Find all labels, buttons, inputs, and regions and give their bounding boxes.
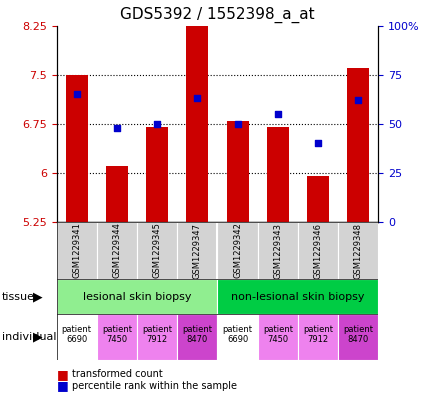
Bar bbox=[266, 127, 288, 222]
Bar bbox=[257, 314, 297, 360]
Bar bbox=[257, 222, 297, 279]
Text: patient
7450: patient 7450 bbox=[102, 325, 132, 344]
Text: patient
7912: patient 7912 bbox=[302, 325, 332, 344]
Text: patient
6690: patient 6690 bbox=[62, 325, 92, 344]
Text: GSM1229341: GSM1229341 bbox=[72, 222, 81, 279]
Text: tissue: tissue bbox=[2, 292, 35, 302]
Bar bbox=[105, 166, 128, 222]
Text: GSM1229342: GSM1229342 bbox=[233, 222, 242, 279]
Text: GSM1229348: GSM1229348 bbox=[353, 222, 362, 279]
Title: GDS5392 / 1552398_a_at: GDS5392 / 1552398_a_at bbox=[120, 7, 314, 23]
Bar bbox=[217, 279, 378, 314]
Point bbox=[194, 95, 201, 101]
Text: individual: individual bbox=[2, 332, 56, 342]
Bar bbox=[137, 222, 177, 279]
Point bbox=[354, 97, 361, 103]
Text: patient
8470: patient 8470 bbox=[342, 325, 372, 344]
Text: ▶: ▶ bbox=[33, 290, 42, 303]
Bar bbox=[137, 314, 177, 360]
Bar bbox=[146, 127, 168, 222]
Point bbox=[274, 111, 281, 117]
Text: transformed count: transformed count bbox=[72, 369, 162, 379]
Bar bbox=[217, 222, 257, 279]
Point bbox=[233, 121, 240, 127]
Bar bbox=[226, 121, 248, 222]
Text: GSM1229343: GSM1229343 bbox=[273, 222, 282, 279]
Bar bbox=[56, 279, 217, 314]
Bar bbox=[177, 314, 217, 360]
Point bbox=[314, 140, 321, 147]
Bar bbox=[66, 75, 88, 222]
Text: ■: ■ bbox=[56, 367, 68, 381]
Bar bbox=[56, 222, 97, 279]
Text: patient
8470: patient 8470 bbox=[182, 325, 212, 344]
Text: ■: ■ bbox=[56, 379, 68, 393]
Text: GSM1229344: GSM1229344 bbox=[112, 222, 121, 279]
Text: non-lesional skin biopsy: non-lesional skin biopsy bbox=[231, 292, 364, 302]
Text: GSM1229347: GSM1229347 bbox=[192, 222, 201, 279]
Text: GSM1229345: GSM1229345 bbox=[152, 222, 161, 279]
Text: lesional skin biopsy: lesional skin biopsy bbox=[82, 292, 191, 302]
Text: patient
7450: patient 7450 bbox=[262, 325, 292, 344]
Bar bbox=[96, 222, 137, 279]
Bar bbox=[346, 68, 368, 222]
Bar bbox=[217, 314, 257, 360]
Text: percentile rank within the sample: percentile rank within the sample bbox=[72, 381, 236, 391]
Text: GSM1229346: GSM1229346 bbox=[313, 222, 322, 279]
Bar bbox=[56, 314, 97, 360]
Text: patient
6690: patient 6690 bbox=[222, 325, 252, 344]
Bar bbox=[297, 222, 338, 279]
Point bbox=[73, 91, 80, 97]
Point bbox=[113, 125, 120, 131]
Text: ▶: ▶ bbox=[33, 331, 42, 343]
Point bbox=[153, 121, 160, 127]
Bar bbox=[297, 314, 338, 360]
Bar bbox=[338, 314, 378, 360]
Bar bbox=[177, 222, 217, 279]
Bar bbox=[96, 314, 137, 360]
Bar bbox=[338, 222, 378, 279]
Bar bbox=[186, 16, 208, 222]
Bar bbox=[306, 176, 329, 222]
Text: patient
7912: patient 7912 bbox=[142, 325, 172, 344]
